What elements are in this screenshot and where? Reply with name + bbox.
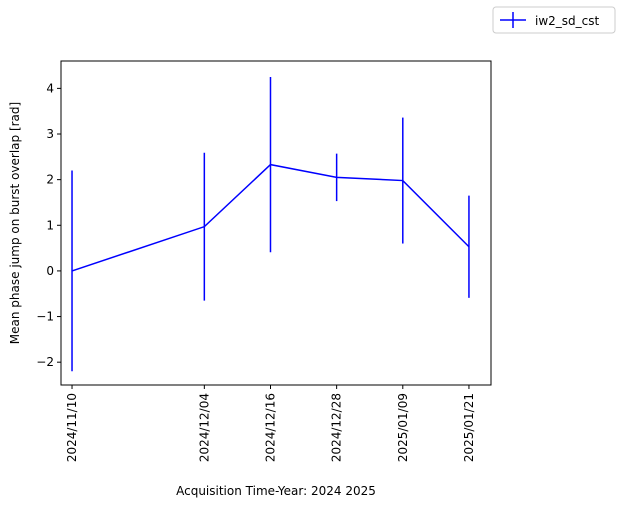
x-tick-label: 2025/01/09 [396,393,410,462]
y-tick-label: 1 [46,218,54,232]
y-tick-label: −2 [36,355,54,369]
x-tick-label: 2025/01/21 [462,393,476,462]
y-tick-label: −1 [36,310,54,324]
x-tick-label: 2024/12/04 [197,393,211,462]
x-axis-label: Acquisition Time-Year: 2024 2025 [176,484,376,498]
y-axis-label: Mean phase jump on burst overlap [rad] [8,102,22,344]
legend-label: iw2_sd_cst [535,14,600,28]
y-tick-label: 3 [46,127,54,141]
y-tick-label: 0 [46,264,54,278]
x-tick-label: 2024/12/16 [263,393,277,462]
y-tick-label: 2 [46,173,54,187]
legend: iw2_sd_cst [493,7,615,33]
x-tick-label: 2024/12/28 [330,393,344,462]
y-tick-label: 4 [46,81,54,95]
x-tick-label: 2024/11/10 [65,393,79,462]
